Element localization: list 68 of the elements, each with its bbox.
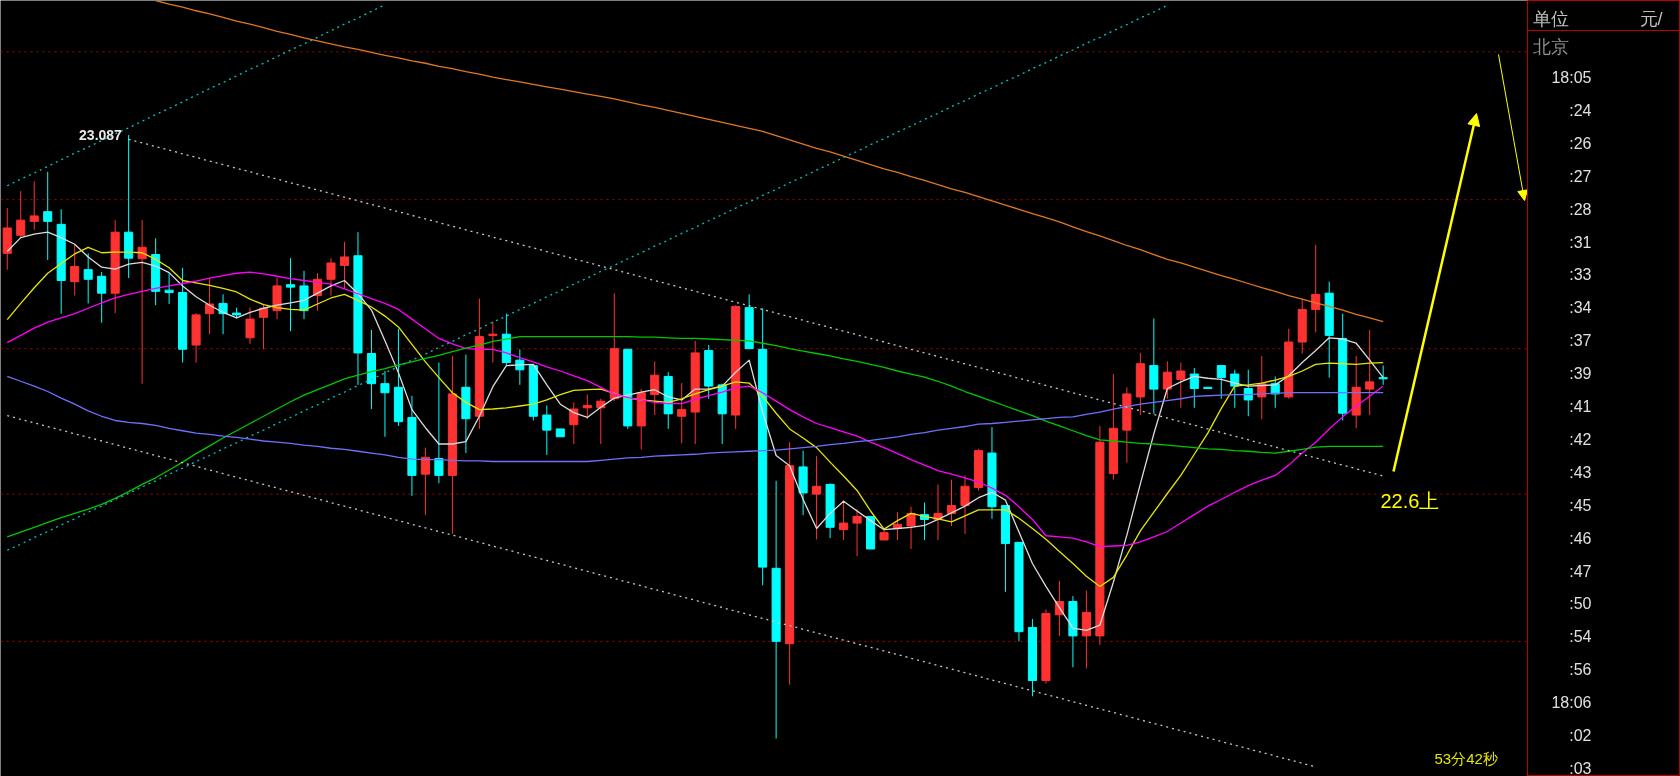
candlestick: [960, 474, 970, 535]
annotation: 22.6上: [1380, 489, 1440, 512]
text: :31: [1569, 233, 1592, 251]
candlestick: [1189, 367, 1199, 409]
candlestick: [420, 447, 430, 516]
candlestick: [29, 181, 39, 231]
text: 元/: [1639, 8, 1663, 29]
candlestick: [339, 241, 350, 289]
candlestick: [852, 508, 862, 557]
text: :39: [1569, 365, 1592, 383]
candlestick: [582, 394, 592, 420]
candlestick: [1243, 369, 1253, 417]
text: 53分42秒: [1434, 750, 1498, 767]
candlestick: [70, 244, 80, 297]
candlestick: [137, 219, 147, 385]
candlestick: [326, 257, 336, 297]
candlestick: [1311, 244, 1321, 333]
text: :34: [1569, 299, 1592, 317]
candlestick: [1149, 318, 1159, 415]
candlestick: [1081, 590, 1091, 669]
text: :41: [1569, 398, 1592, 415]
candlestick: [1378, 365, 1388, 386]
text: :46: [1569, 529, 1592, 547]
candlestick: [434, 362, 444, 484]
text: 18:06: [1551, 694, 1592, 712]
text: :47: [1569, 562, 1592, 580]
annotation: 23.087: [79, 127, 123, 144]
candlestick: [83, 252, 93, 304]
candlestick: [839, 499, 849, 541]
candlestick: [1162, 360, 1172, 400]
candlestick: [1216, 365, 1226, 400]
text: :45: [1569, 496, 1592, 514]
candlestick: [812, 455, 822, 540]
text: :03: [1569, 759, 1592, 776]
candlestick: [205, 277, 215, 335]
candlestick: [677, 382, 687, 444]
candlestick: [542, 404, 552, 456]
candlestick: [488, 321, 498, 364]
text: :56: [1569, 661, 1592, 679]
candlestick: [906, 506, 916, 550]
candlestick: [650, 360, 660, 416]
text: :33: [1569, 266, 1592, 284]
text: 北京: [1532, 36, 1569, 57]
text: 18:05: [1551, 69, 1592, 86]
text: :26: [1569, 134, 1592, 152]
text: :27: [1569, 167, 1592, 185]
candlestick: [164, 272, 174, 305]
candlestick: [1176, 362, 1186, 409]
candlestick: [259, 303, 269, 350]
candlestick: [97, 271, 107, 324]
text: :42: [1569, 430, 1592, 448]
text: :28: [1569, 200, 1592, 218]
text: :54: [1569, 628, 1592, 646]
candlestick: [43, 171, 53, 261]
candlestick: [946, 479, 957, 527]
text: :24: [1569, 101, 1592, 119]
candlestick: [569, 401, 579, 445]
candlestick: [380, 370, 390, 438]
candlestick: [1365, 329, 1375, 416]
text: :50: [1569, 595, 1592, 613]
candlestick: [218, 293, 228, 335]
text: :02: [1569, 727, 1592, 744]
candlestick: [16, 190, 26, 239]
text: :37: [1569, 332, 1592, 350]
text: 单位: [1532, 8, 1569, 29]
candlestick: [245, 307, 255, 345]
candlestick: [285, 257, 296, 332]
text: :43: [1569, 463, 1592, 481]
